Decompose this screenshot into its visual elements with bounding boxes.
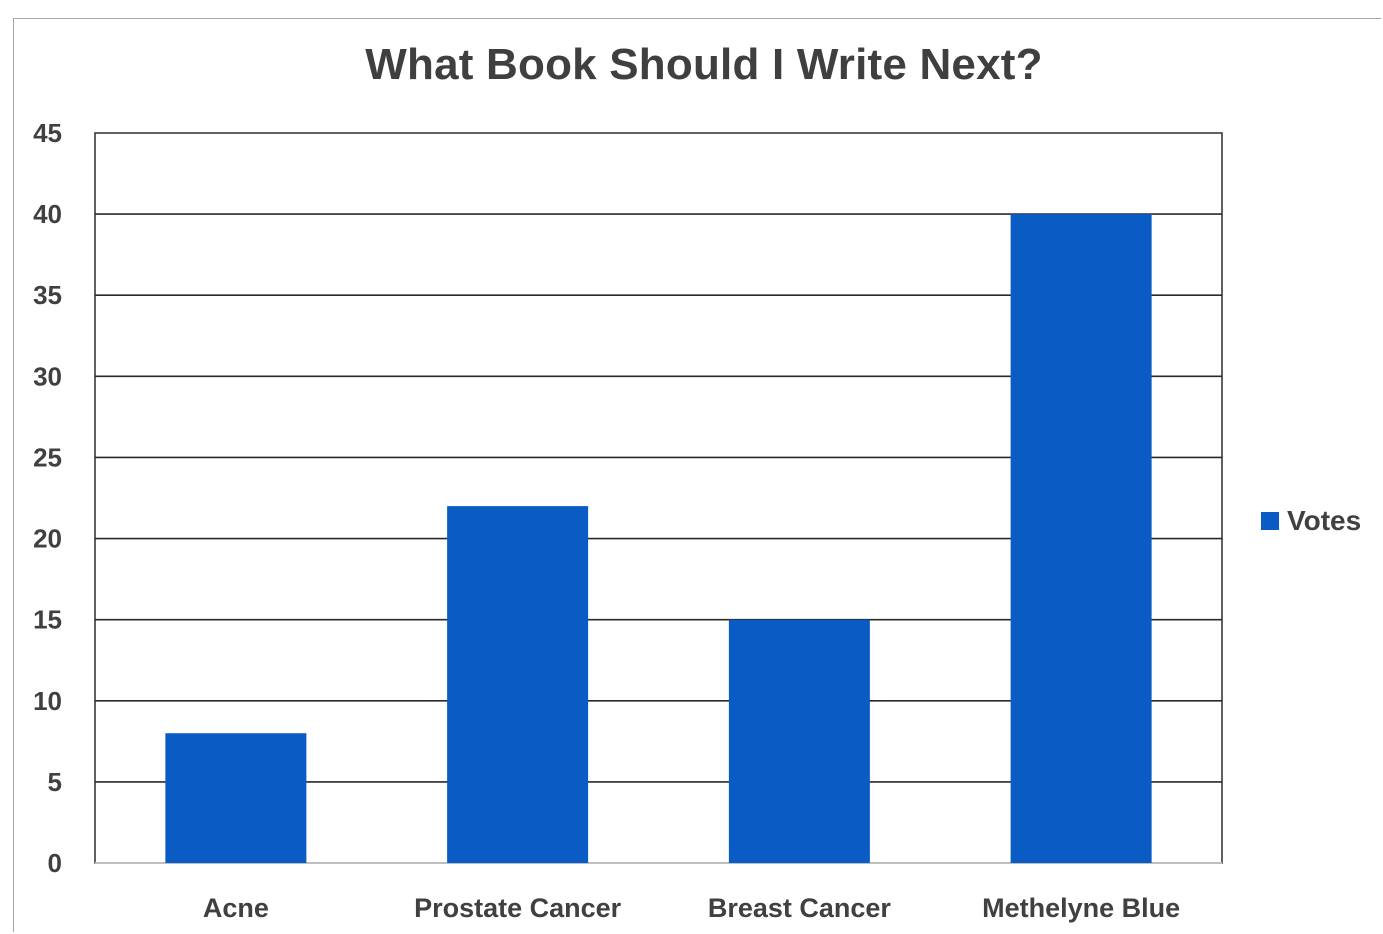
y-tick-label: 20	[33, 524, 62, 554]
x-axis-labels: Acne Prostate Cancer Breast Cancer Methelyn…	[203, 893, 1180, 923]
legend: Votes	[1261, 505, 1361, 536]
y-tick-label: 45	[33, 118, 62, 148]
x-tick-label: Acne	[203, 893, 269, 923]
y-tick-label: 15	[33, 605, 62, 635]
y-tick-label: 30	[33, 361, 62, 391]
chart-title: What Book Should I Write Next?	[365, 40, 1043, 89]
bars	[165, 214, 1152, 864]
y-tick-label: 40	[33, 199, 62, 229]
x-tick-label: Prostate Cancer	[414, 893, 622, 923]
bar-acne	[165, 733, 307, 863]
y-tick-label: 0	[48, 848, 62, 878]
y-tick-label: 10	[33, 686, 62, 716]
y-axis-ticks: 0 5 10 15 20 25 30 35 40 45	[33, 118, 62, 878]
bar-breast-cancer	[728, 619, 870, 863]
x-tick-label: Methelyne Blue	[982, 893, 1180, 923]
bar-prostate-cancer	[447, 506, 589, 863]
bar-methelyne-blue	[1010, 214, 1152, 864]
legend-swatch	[1261, 512, 1279, 530]
chart-frame	[13, 18, 1381, 932]
x-tick-label: Breast Cancer	[708, 893, 892, 923]
y-tick-label: 35	[33, 280, 62, 310]
y-tick-label: 25	[33, 442, 62, 472]
y-tick-label: 5	[48, 767, 62, 797]
legend-label: Votes	[1287, 505, 1361, 536]
